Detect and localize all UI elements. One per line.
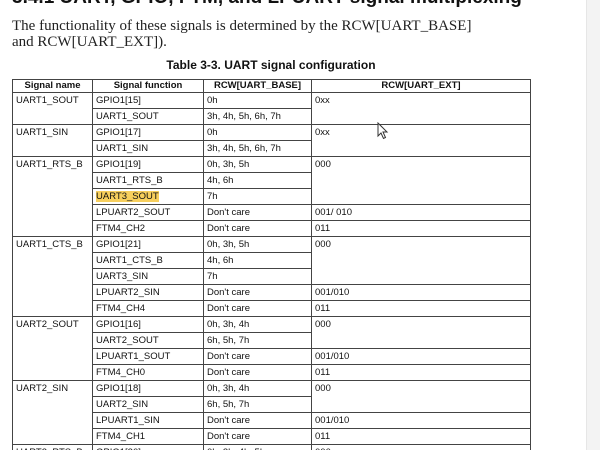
rcw-uart-base-cell: Don't care bbox=[203, 428, 312, 445]
table-row: UART2_SOUT 6h, 5h, 7h bbox=[13, 332, 531, 349]
rcw-uart-ext-cell: 011 bbox=[311, 428, 531, 445]
signal-function-cell: UART1_CTS_B bbox=[92, 252, 204, 269]
signal-function-cell: LPUART2_SIN bbox=[92, 284, 204, 301]
rcw-uart-base-cell: 0h, 3h, 5h bbox=[203, 156, 312, 173]
signal-function-cell: UART1_SOUT bbox=[92, 108, 204, 125]
rcw-uart-base-cell: Don't care bbox=[203, 412, 312, 429]
header-signal-function: Signal function bbox=[92, 79, 204, 93]
table-row: UART1_SOUT 3h, 4h, 5h, 6h, 7h bbox=[13, 108, 531, 125]
signal-function-cell: LPUART1_SIN bbox=[92, 412, 204, 429]
mouse-cursor-icon bbox=[377, 122, 389, 140]
uart-signal-table: Signal name Signal function RCW[UART_BAS… bbox=[12, 79, 531, 450]
rcw-uart-ext-cell: 011 bbox=[311, 300, 531, 317]
signal-function-cell: UART2_SOUT bbox=[92, 332, 204, 349]
signal-function-cell: FTM4_CH2 bbox=[92, 220, 204, 237]
signal-function-cell: UART1_RTS_B bbox=[92, 172, 204, 189]
signal-function-cell: GPIO1[16] bbox=[92, 316, 204, 333]
signal-function-cell: UART2_SIN bbox=[92, 396, 204, 413]
rcw-uart-base-cell: Don't care bbox=[203, 300, 312, 317]
rcw-uart-base-cell: Don't care bbox=[203, 364, 312, 381]
rcw-uart-ext-cell: 001/010 bbox=[311, 284, 531, 301]
signal-function-cell: FTM4_CH0 bbox=[92, 364, 204, 381]
signal-function-cell: GPIO1[21] bbox=[92, 236, 204, 253]
rcw-uart-ext-cell: 001/ 010 bbox=[311, 204, 531, 221]
table-row: UART3_SIN 7h bbox=[13, 268, 531, 285]
rcw-uart-base-cell: Don't care bbox=[203, 204, 312, 221]
rcw-uart-ext-cell: 011 bbox=[311, 364, 531, 381]
table-row: FTM4_CH1 Don't care 011 bbox=[13, 428, 531, 445]
rcw-uart-base-cell: 0h, 3h, 4h, 5h bbox=[203, 444, 312, 450]
rcw-uart-base-cell: 0h bbox=[203, 92, 312, 109]
signal-name-cell: UART1_SOUT bbox=[12, 92, 93, 125]
signal-name-cell: UART1_CTS_B bbox=[12, 236, 93, 317]
rcw-uart-ext-cell: 0xx bbox=[311, 92, 531, 125]
rcw-uart-base-cell: Don't care bbox=[203, 348, 312, 365]
rcw-uart-ext-cell: 011 bbox=[311, 220, 531, 237]
table-row: LPUART2_SOUT Don't care 001/ 010 bbox=[13, 204, 531, 221]
rcw-uart-base-cell: 7h bbox=[203, 268, 312, 285]
rcw-uart-ext-cell: 001/010 bbox=[311, 412, 531, 429]
signal-function-cell: FTM4_CH1 bbox=[92, 428, 204, 445]
signal-function-cell: GPIO1[17] bbox=[92, 124, 204, 141]
rcw-uart-ext-cell: 000 bbox=[311, 316, 531, 349]
rcw-uart-base-cell: 7h bbox=[203, 188, 312, 205]
document-page: 3.4.1 UART, GPIO, FTM, and LPUART signal… bbox=[12, 0, 531, 450]
highlighted-text: UART3_SOUT bbox=[96, 191, 159, 202]
signal-function-cell: GPIO1[19] bbox=[92, 156, 204, 173]
body-paragraph: The functionality of these signals is de… bbox=[12, 18, 472, 50]
table-row: UART1_RTS_B GPIO1[19] 0h, 3h, 5h 000 bbox=[12, 156, 531, 237]
signal-function-cell: UART3_SIN bbox=[92, 268, 204, 285]
signal-function-cell: GPIO1[18] bbox=[92, 380, 204, 397]
header-rcw-uart-ext: RCW[UART_EXT] bbox=[311, 79, 531, 93]
rcw-uart-ext-cell: 000 bbox=[311, 236, 531, 285]
table-row: UART1_CTS_B 4h, 6h bbox=[13, 252, 531, 269]
viewer-background bbox=[586, 0, 600, 450]
rcw-uart-ext-cell: 000 bbox=[311, 156, 531, 205]
table-row: UART2_SIN 6h, 5h, 7h bbox=[13, 396, 531, 413]
signal-function-cell: UART1_SIN bbox=[92, 140, 204, 157]
signal-function-cell: LPUART2_SOUT bbox=[92, 204, 204, 221]
section-heading: 3.4.1 UART, GPIO, FTM, and LPUART signal… bbox=[12, 0, 522, 9]
rcw-uart-base-cell: 4h, 6h bbox=[203, 252, 312, 269]
table-row: UART1_SIN 3h, 4h, 5h, 6h, 7h bbox=[13, 140, 531, 157]
rcw-uart-base-cell: Don't care bbox=[203, 220, 312, 237]
rcw-uart-ext-cell: 001/010 bbox=[311, 348, 531, 365]
signal-function-cell: FTM4_CH4 bbox=[92, 300, 204, 317]
header-rcw-uart-base: RCW[UART_BASE] bbox=[203, 79, 312, 93]
rcw-uart-base-cell: 4h, 6h bbox=[203, 172, 312, 189]
table-caption: Table 3-3. UART signal configuration bbox=[166, 58, 376, 72]
signal-function-cell: GPIO1[20] bbox=[92, 444, 204, 450]
table-row: UART2_SOUT GPIO1[16] 0h, 3h, 4h 000 bbox=[12, 316, 531, 381]
signal-name-cell: UART2_SOUT bbox=[12, 316, 93, 381]
signal-function-cell: GPIO1[15] bbox=[92, 92, 204, 109]
signal-name-cell: UART2_SIN bbox=[12, 380, 93, 445]
rcw-uart-base-cell: 0h, 3h, 5h bbox=[203, 236, 312, 253]
rcw-uart-base-cell: 0h, 3h, 4h bbox=[203, 380, 312, 397]
signal-function-cell: UART3_SOUT bbox=[92, 188, 204, 205]
signal-name-cell: UART1_RTS_B bbox=[12, 156, 93, 237]
table-row: UART1_SOUT GPIO1[15] 0h 0xx bbox=[12, 92, 531, 125]
table-row: UART2_SIN GPIO1[18] 0h, 3h, 4h 000 bbox=[12, 380, 531, 445]
rcw-uart-base-cell: 0h, 3h, 4h bbox=[203, 316, 312, 333]
rcw-uart-base-cell: Don't care bbox=[203, 284, 312, 301]
rcw-uart-base-cell: 6h, 5h, 7h bbox=[203, 396, 312, 413]
signal-function-cell: LPUART1_SOUT bbox=[92, 348, 204, 365]
table-row: UART1_SIN GPIO1[17] 0h 0xx bbox=[12, 124, 531, 157]
rcw-uart-ext-cell: 0xx bbox=[311, 124, 531, 157]
table-header-row: Signal name Signal function RCW[UART_BAS… bbox=[12, 79, 531, 93]
signal-name-cell: UART2_RTS_B bbox=[12, 444, 93, 450]
signal-name-cell: UART1_SIN bbox=[12, 124, 93, 157]
rcw-uart-base-cell: 3h, 4h, 5h, 6h, 7h bbox=[203, 108, 312, 125]
table-row: UART1_CTS_B GPIO1[21] 0h, 3h, 5h 000 bbox=[12, 236, 531, 317]
table-row: LPUART2_SIN Don't care 001/010 bbox=[13, 284, 531, 301]
rcw-uart-ext-cell: 000 bbox=[311, 380, 531, 413]
rcw-uart-base-cell: 0h bbox=[203, 124, 312, 141]
table-row: LPUART1_SIN Don't care 001/010 bbox=[13, 412, 531, 429]
table-row: LPUART1_SOUT Don't care 001/010 bbox=[13, 348, 531, 365]
rcw-uart-base-cell: 6h, 5h, 7h bbox=[203, 332, 312, 349]
header-signal-name: Signal name bbox=[12, 79, 93, 93]
rcw-uart-ext-cell: 000 bbox=[311, 444, 531, 450]
rcw-uart-base-cell: 3h, 4h, 5h, 6h, 7h bbox=[203, 140, 312, 157]
